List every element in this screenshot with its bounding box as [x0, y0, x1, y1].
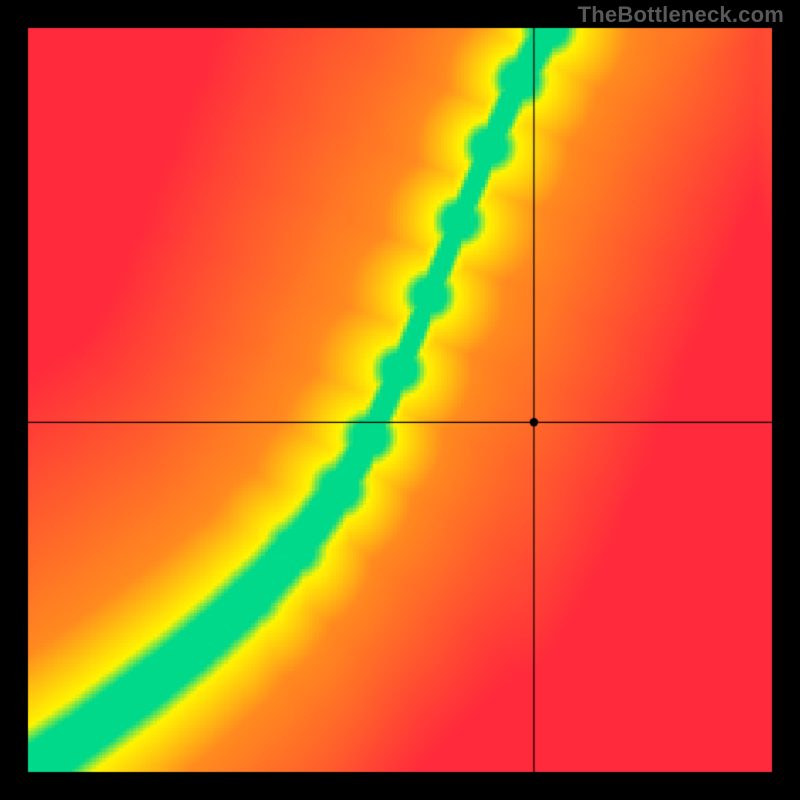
bottleneck-heatmap — [0, 0, 800, 800]
watermark-text: TheBottleneck.com — [578, 2, 784, 28]
chart-container: TheBottleneck.com — [0, 0, 800, 800]
